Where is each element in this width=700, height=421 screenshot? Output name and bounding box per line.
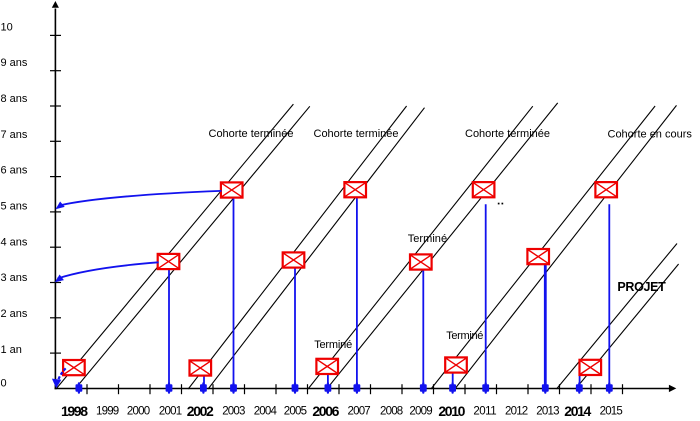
- svg-text:2004: 2004: [254, 405, 278, 417]
- svg-text:Cohorte terminée: Cohorte terminée: [209, 128, 294, 140]
- svg-text:2000: 2000: [127, 405, 150, 417]
- svg-text:1999: 1999: [96, 405, 119, 417]
- svg-text:2007: 2007: [348, 405, 371, 417]
- svg-text:9 ans: 9 ans: [1, 57, 28, 69]
- svg-text:2014: 2014: [564, 403, 591, 419]
- svg-text:7 ans: 7 ans: [1, 129, 28, 141]
- svg-text:Terminé: Terminé: [408, 233, 447, 245]
- svg-text:2001: 2001: [159, 405, 182, 417]
- svg-text:PROJET: PROJET: [617, 280, 666, 294]
- svg-text:6 ans: 6 ans: [1, 165, 28, 177]
- svg-text:5 ans: 5 ans: [1, 200, 28, 212]
- svg-text:2 ans: 2 ans: [1, 308, 28, 320]
- svg-text:Cohorte terminée: Cohorte terminée: [465, 128, 550, 140]
- svg-text:0: 0: [1, 378, 7, 390]
- svg-text:2003: 2003: [222, 405, 245, 417]
- svg-text:2011: 2011: [473, 405, 496, 417]
- svg-text:3 ans: 3 ans: [1, 272, 28, 284]
- svg-text:Terminé: Terminé: [314, 339, 352, 351]
- svg-text:2009: 2009: [409, 405, 432, 417]
- svg-text:4 ans: 4 ans: [1, 236, 28, 248]
- svg-text:2013: 2013: [536, 405, 559, 417]
- svg-text:2005: 2005: [284, 405, 307, 417]
- svg-text:2002: 2002: [187, 403, 214, 419]
- svg-text:2008: 2008: [380, 405, 403, 417]
- svg-text:2010: 2010: [438, 403, 465, 419]
- svg-text:1998: 1998: [61, 403, 88, 419]
- svg-text:2006: 2006: [312, 403, 339, 419]
- svg-text:10: 10: [1, 21, 13, 33]
- svg-text:8 ans: 8 ans: [1, 93, 28, 105]
- svg-text:1 an: 1 an: [1, 344, 22, 356]
- svg-text:Cohorte terminée: Cohorte terminée: [314, 128, 399, 140]
- svg-text:2012: 2012: [505, 405, 528, 417]
- svg-text:Cohorte en cours: Cohorte en cours: [608, 129, 693, 141]
- svg-text:Terminé: Terminé: [446, 330, 483, 342]
- svg-text:2015: 2015: [600, 405, 623, 417]
